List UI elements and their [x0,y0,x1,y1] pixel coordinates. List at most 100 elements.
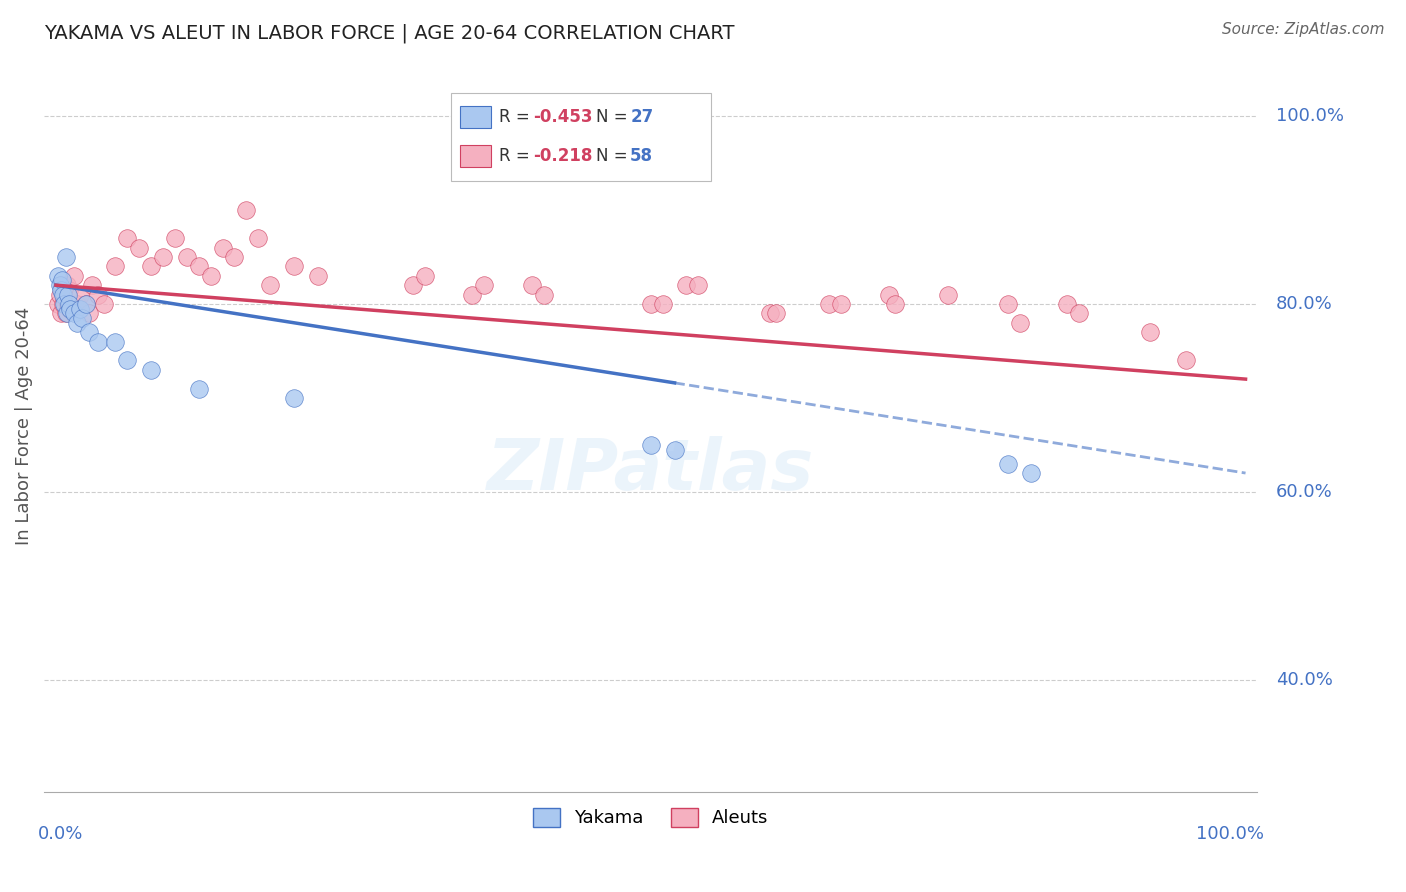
Point [211,241,233,255]
Point [86,334,108,349]
Point [247,231,270,245]
Point [1021,466,1043,480]
Point [818,297,841,311]
Point [520,278,543,293]
Point [55,306,77,320]
Point [283,391,305,405]
Point [997,297,1019,311]
Point [472,278,495,293]
Point [997,457,1019,471]
Point [413,268,436,283]
Y-axis label: In Labor Force | Age 20-64: In Labor Force | Age 20-64 [15,307,32,545]
Point [80,278,103,293]
Point [141,260,163,274]
Point [56,287,79,301]
Point [259,278,281,293]
Text: 100.0%: 100.0% [1195,825,1264,843]
Text: R =: R = [499,108,536,127]
Point [1139,325,1161,339]
Point [86,287,108,301]
Point [1056,297,1078,311]
Point [48,268,70,283]
Point [235,202,257,217]
Point [163,231,186,245]
Point [758,306,780,320]
Text: 58: 58 [630,147,654,165]
Point [55,306,77,320]
Point [70,311,93,326]
Point [55,278,77,293]
Point [533,287,555,301]
Bar [460,145,491,167]
Point [58,297,80,311]
Point [936,287,959,301]
Text: ZIPatlas: ZIPatlas [486,435,814,505]
Point [53,287,76,301]
Text: 27: 27 [630,108,654,127]
Point [58,283,80,297]
Point [49,283,72,297]
Text: -0.453: -0.453 [533,108,592,127]
Point [55,250,77,264]
Text: 60.0%: 60.0% [1275,483,1333,500]
Point [651,297,673,311]
Point [877,287,900,301]
Point [48,278,70,293]
Point [51,273,73,287]
Point [59,301,82,316]
Point [56,297,79,311]
Point [104,260,127,274]
Point [66,297,89,311]
Point [117,231,139,245]
Text: 100.0%: 100.0% [1275,107,1344,125]
Point [640,438,662,452]
Point [104,334,127,349]
Point [49,306,72,320]
Point [141,362,163,376]
Point [66,316,89,330]
Point [152,250,174,264]
Point [63,268,86,283]
Point [461,287,484,301]
Point [640,297,662,311]
Point [69,301,91,316]
Point [307,268,329,283]
Text: R =: R = [499,147,536,165]
Text: -0.218: -0.218 [533,147,592,165]
Point [75,297,97,311]
Legend: Yakama, Aleuts: Yakama, Aleuts [526,801,776,835]
Text: 80.0%: 80.0% [1275,295,1333,313]
Point [200,268,222,283]
Point [52,287,75,301]
Text: Source: ZipAtlas.com: Source: ZipAtlas.com [1222,22,1385,37]
Text: N =: N = [596,147,633,165]
Text: N =: N = [596,108,633,127]
Point [1067,306,1090,320]
Point [79,325,101,339]
Point [59,301,82,316]
Point [830,297,852,311]
Point [224,250,246,264]
Point [48,287,70,301]
Point [402,278,425,293]
Point [51,278,73,293]
Point [48,297,70,311]
Point [675,278,697,293]
Point [187,260,209,274]
Point [765,306,787,320]
Point [75,297,97,311]
Point [176,250,198,264]
Point [79,306,101,320]
Point [93,297,115,311]
Point [1008,316,1031,330]
Point [63,306,86,320]
FancyBboxPatch shape [450,93,711,181]
Point [883,297,905,311]
Point [128,241,150,255]
Point [53,297,76,311]
Text: 0.0%: 0.0% [38,825,83,843]
Text: YAKAMA VS ALEUT IN LABOR FORCE | AGE 20-64 CORRELATION CHART: YAKAMA VS ALEUT IN LABOR FORCE | AGE 20-… [44,24,734,44]
Point [1175,353,1198,368]
Point [187,382,209,396]
Bar [460,106,491,128]
